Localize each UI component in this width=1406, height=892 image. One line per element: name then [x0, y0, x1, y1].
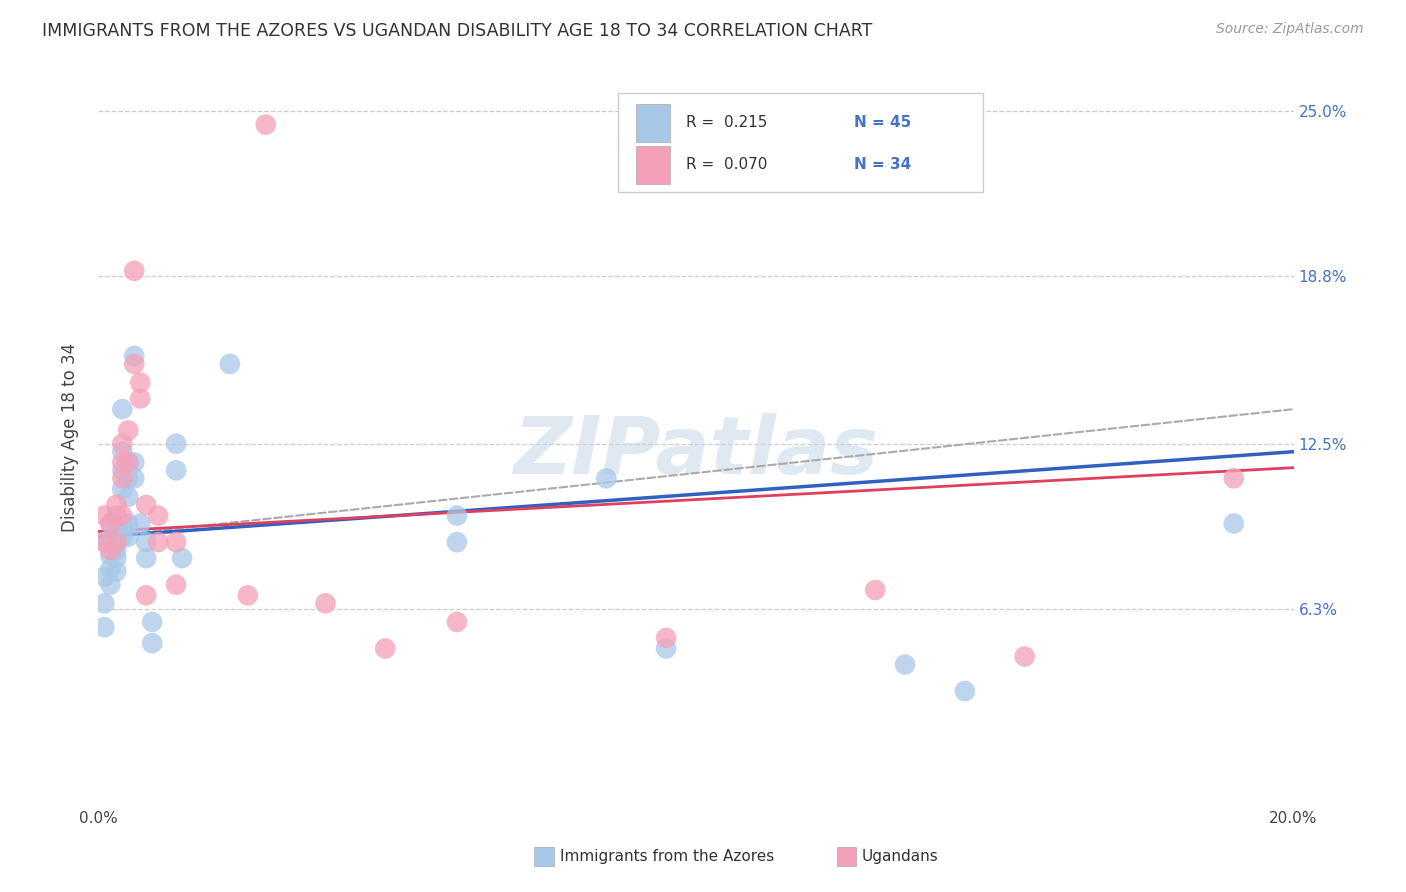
- Text: N = 45: N = 45: [853, 115, 911, 130]
- Point: [124, 357, 146, 371]
- Point: [165, 577, 187, 591]
- Point: [105, 535, 128, 549]
- Point: [124, 264, 146, 278]
- Point: [1014, 649, 1036, 664]
- Point: [236, 588, 259, 602]
- Text: ZIPatlas: ZIPatlas: [513, 413, 879, 491]
- Point: [446, 535, 468, 549]
- Text: R =  0.215: R = 0.215: [686, 115, 768, 130]
- Point: [124, 349, 146, 363]
- Point: [135, 551, 157, 566]
- Point: [111, 516, 134, 531]
- Point: [117, 455, 139, 469]
- Point: [111, 444, 134, 458]
- Point: [117, 516, 139, 531]
- Point: [1223, 471, 1246, 485]
- Point: [105, 543, 128, 558]
- Point: [98, 516, 122, 531]
- Point: [148, 535, 170, 549]
- Point: [111, 482, 134, 496]
- Point: [93, 535, 115, 549]
- Point: [111, 530, 134, 544]
- Point: [172, 551, 194, 566]
- Y-axis label: Disability Age 18 to 34: Disability Age 18 to 34: [60, 343, 79, 532]
- Point: [98, 577, 122, 591]
- Point: [165, 535, 187, 549]
- Text: Ugandans: Ugandans: [862, 849, 939, 863]
- Point: [98, 562, 122, 576]
- Text: IMMIGRANTS FROM THE AZORES VS UGANDAN DISABILITY AGE 18 TO 34 CORRELATION CHART: IMMIGRANTS FROM THE AZORES VS UGANDAN DI…: [42, 22, 873, 40]
- Point: [141, 636, 163, 650]
- Point: [105, 551, 128, 566]
- FancyBboxPatch shape: [637, 145, 669, 184]
- Point: [93, 596, 115, 610]
- Text: R =  0.070: R = 0.070: [686, 157, 768, 172]
- Point: [141, 615, 163, 629]
- Point: [105, 498, 128, 512]
- Point: [894, 657, 917, 672]
- Point: [135, 588, 157, 602]
- Point: [595, 471, 617, 485]
- Point: [865, 582, 887, 597]
- Point: [98, 543, 122, 558]
- Point: [117, 530, 139, 544]
- Point: [1223, 516, 1246, 531]
- Point: [655, 631, 678, 645]
- Text: N = 34: N = 34: [853, 157, 911, 172]
- Point: [446, 615, 468, 629]
- Point: [93, 570, 115, 584]
- Point: [111, 471, 134, 485]
- Point: [105, 535, 128, 549]
- Point: [117, 471, 139, 485]
- Point: [129, 376, 152, 390]
- Point: [93, 535, 115, 549]
- Point: [98, 535, 122, 549]
- Point: [315, 596, 337, 610]
- Point: [124, 455, 146, 469]
- Point: [655, 641, 678, 656]
- FancyBboxPatch shape: [637, 103, 669, 142]
- Point: [117, 455, 139, 469]
- Point: [111, 508, 134, 523]
- Point: [124, 471, 146, 485]
- Point: [111, 436, 134, 450]
- Point: [105, 524, 128, 539]
- Point: [105, 508, 128, 523]
- Point: [93, 620, 115, 634]
- Point: [374, 641, 396, 656]
- Point: [117, 490, 139, 504]
- Point: [93, 508, 115, 523]
- Text: Immigrants from the Azores: Immigrants from the Azores: [560, 849, 773, 863]
- Point: [129, 392, 152, 406]
- Point: [117, 424, 139, 438]
- Point: [219, 357, 242, 371]
- Point: [98, 549, 122, 563]
- Point: [135, 535, 157, 549]
- Point: [105, 565, 128, 579]
- Point: [165, 463, 187, 477]
- Point: [111, 402, 134, 417]
- Point: [254, 118, 277, 132]
- Point: [148, 508, 170, 523]
- Point: [98, 516, 122, 531]
- Point: [953, 684, 976, 698]
- Text: Source: ZipAtlas.com: Source: ZipAtlas.com: [1216, 22, 1364, 37]
- FancyBboxPatch shape: [619, 94, 983, 192]
- Point: [111, 463, 134, 477]
- Point: [129, 516, 152, 531]
- Point: [135, 498, 157, 512]
- Point: [446, 508, 468, 523]
- Point: [111, 455, 134, 469]
- Point: [165, 436, 187, 450]
